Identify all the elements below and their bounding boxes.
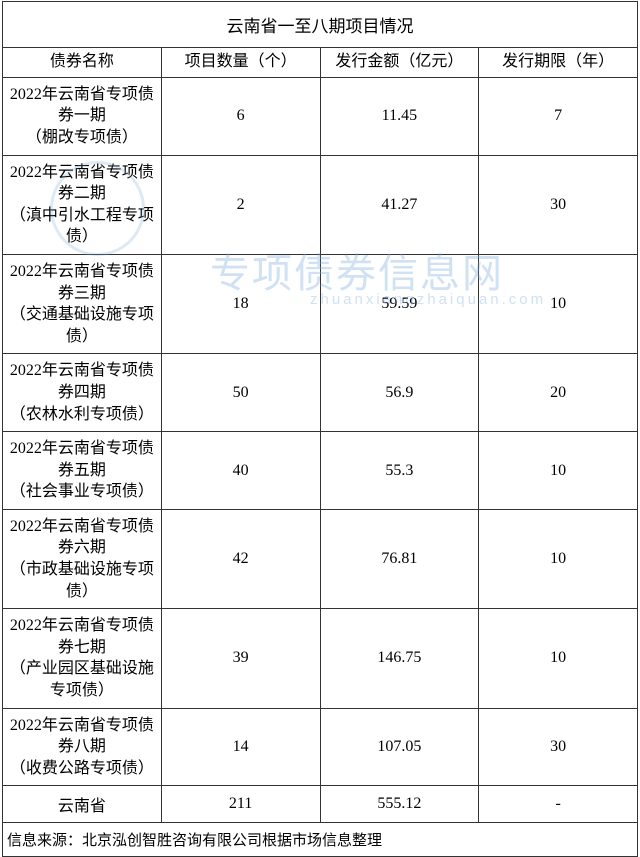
table-row: 2022年云南省专项债券三期 （交通基础设施专项债）1859.5910 xyxy=(3,254,638,353)
bond-amount-cell: 107.05 xyxy=(320,708,479,786)
header-amount: 发行金额（亿元） xyxy=(320,48,479,78)
bond-amount-cell: 11.45 xyxy=(320,77,479,155)
total-name: 云南省 xyxy=(3,786,162,823)
bond-count-cell: 40 xyxy=(161,432,320,510)
table-row: 2022年云南省专项债券七期 （产业园区基础设施专项债）39146.7510 xyxy=(3,609,638,708)
bond-term-cell: 20 xyxy=(479,354,638,432)
bond-table: 云南省一至八期项目情况 债券名称 项目数量（个） 发行金额（亿元） 发行期限（年… xyxy=(2,1,638,823)
bond-count-cell: 6 xyxy=(161,77,320,155)
bond-term-cell: 30 xyxy=(479,155,638,254)
bond-name-line2: （棚改专项债） xyxy=(26,129,138,146)
bond-name-line1: 2022年云南省专项债券三期 xyxy=(10,263,154,302)
bond-count-cell: 14 xyxy=(161,708,320,786)
bond-name-line1: 2022年云南省专项债券四期 xyxy=(10,362,154,401)
bond-amount-cell: 59.59 xyxy=(320,254,479,353)
bond-term-cell: 30 xyxy=(479,708,638,786)
bond-name-line1: 2022年云南省专项债券一期 xyxy=(10,86,154,125)
table-row: 2022年云南省专项债券二期 （滇中引水工程专项债）241.2730 xyxy=(3,155,638,254)
bond-amount-cell: 56.9 xyxy=(320,354,479,432)
bond-count-cell: 50 xyxy=(161,354,320,432)
bond-count-cell: 39 xyxy=(161,609,320,708)
bond-name-line1: 2022年云南省专项债券五期 xyxy=(10,440,154,479)
bond-name-cell: 2022年云南省专项债券一期 （棚改专项债） xyxy=(3,77,162,155)
bond-name-cell: 2022年云南省专项债券二期 （滇中引水工程专项债） xyxy=(3,155,162,254)
table-row: 2022年云南省专项债券八期 （收费公路专项债） 14107.0530 xyxy=(3,708,638,786)
bond-name-line2: （社会事业专项债） xyxy=(10,483,154,500)
bond-name-line1: 2022年云南省专项债券七期 xyxy=(10,617,154,656)
bond-term-cell: 10 xyxy=(479,432,638,510)
bond-amount-cell: 41.27 xyxy=(320,155,479,254)
bond-name-line2: （交通基础设施专项债） xyxy=(10,306,154,345)
bond-name-line1: 2022年云南省专项债券八期 xyxy=(10,717,154,756)
bond-name-cell: 2022年云南省专项债券七期 （产业园区基础设施专项债） xyxy=(3,609,162,708)
table-header-row: 债券名称 项目数量（个） 发行金额（亿元） 发行期限（年） xyxy=(3,48,638,78)
bond-term-cell: 10 xyxy=(479,509,638,608)
bond-name-line2: （市政基础设施专项债） xyxy=(10,561,154,600)
bond-count-cell: 42 xyxy=(161,509,320,608)
bond-name-line1: 2022年云南省专项债券二期 xyxy=(10,164,154,203)
header-count: 项目数量（个） xyxy=(161,48,320,78)
table-row: 2022年云南省专项债券六期 （市政基础设施专项债）4276.8110 xyxy=(3,509,638,608)
total-count: 211 xyxy=(161,786,320,823)
bond-name-cell: 2022年云南省专项债券五期 （社会事业专项债） xyxy=(3,432,162,510)
bond-table-container: 云南省一至八期项目情况 债券名称 项目数量（个） 发行金额（亿元） 发行期限（年… xyxy=(2,1,638,857)
bond-amount-cell: 76.81 xyxy=(320,509,479,608)
bond-amount-cell: 146.75 xyxy=(320,609,479,708)
source-info: 信息来源：北京泓创智胜咨询有限公司根据市场信息整理 xyxy=(2,823,638,857)
bond-name-line2: （产业园区基础设施专项债） xyxy=(10,660,154,699)
total-term: - xyxy=(479,786,638,823)
bond-count-cell: 18 xyxy=(161,254,320,353)
total-amount: 555.12 xyxy=(320,786,479,823)
bond-name-cell: 2022年云南省专项债券三期 （交通基础设施专项债） xyxy=(3,254,162,353)
bond-term-cell: 7 xyxy=(479,77,638,155)
bond-name-line2: （滇中引水工程专项债） xyxy=(10,207,154,246)
table-title: 云南省一至八期项目情况 xyxy=(3,2,638,48)
bond-term-cell: 10 xyxy=(479,254,638,353)
bond-count-cell: 2 xyxy=(161,155,320,254)
table-total-row: 云南省 211 555.12 - xyxy=(3,786,638,823)
bond-name-cell: 2022年云南省专项债券六期 （市政基础设施专项债） xyxy=(3,509,162,608)
bond-name-line1: 2022年云南省专项债券六期 xyxy=(10,518,154,557)
bond-name-line2: （收费公路专项债） xyxy=(10,760,154,777)
bond-name-cell: 2022年云南省专项债券四期 （农林水利专项债） xyxy=(3,354,162,432)
header-name: 债券名称 xyxy=(3,48,162,78)
table-row: 2022年云南省专项债券五期 （社会事业专项债） 4055.310 xyxy=(3,432,638,510)
bond-name-line2: （农林水利专项债） xyxy=(10,406,154,423)
table-row: 2022年云南省专项债券一期 （棚改专项债） 611.457 xyxy=(3,77,638,155)
table-title-row: 云南省一至八期项目情况 xyxy=(3,2,638,48)
table-row: 2022年云南省专项债券四期 （农林水利专项债） 5056.920 xyxy=(3,354,638,432)
bond-name-cell: 2022年云南省专项债券八期 （收费公路专项债） xyxy=(3,708,162,786)
bond-term-cell: 10 xyxy=(479,609,638,708)
bond-amount-cell: 55.3 xyxy=(320,432,479,510)
header-term: 发行期限（年） xyxy=(479,48,638,78)
